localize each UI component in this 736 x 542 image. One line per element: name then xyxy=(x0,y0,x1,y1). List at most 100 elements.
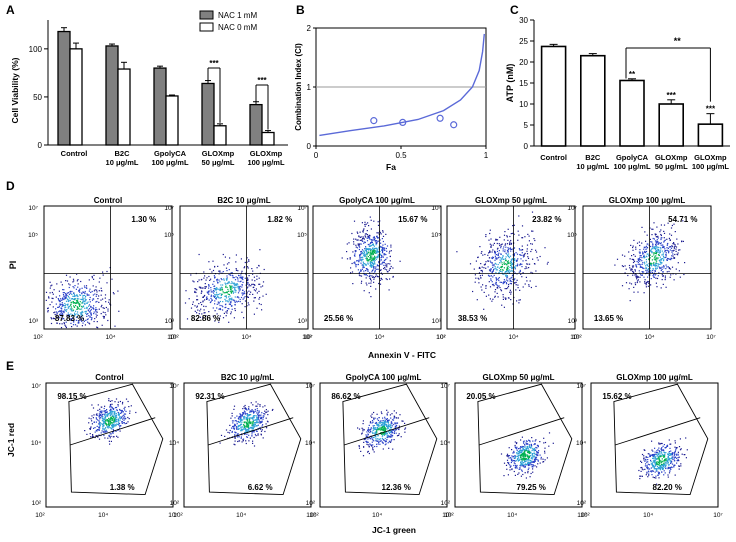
event-dot-d xyxy=(355,244,357,246)
event-dot-e xyxy=(248,423,250,425)
event-dot-e xyxy=(95,435,97,437)
event-dot-d xyxy=(364,241,366,244)
event-dot-d xyxy=(373,239,375,241)
event-dot-e xyxy=(508,462,510,464)
event-dot-d xyxy=(50,285,52,287)
event-dot-d xyxy=(370,219,372,221)
event-dot-e xyxy=(252,420,254,422)
event-dot-e xyxy=(674,464,676,466)
event-dot-d xyxy=(82,318,84,320)
event-dot-d xyxy=(528,267,530,269)
event-dot-d xyxy=(248,275,250,277)
event-dot-d xyxy=(515,252,517,254)
event-dot-e xyxy=(664,464,666,466)
event-dot-e xyxy=(255,405,257,407)
event-dot-d xyxy=(242,298,244,300)
event-dot-d xyxy=(73,302,76,304)
event-dot-d xyxy=(379,254,381,256)
event-dot-d xyxy=(82,291,84,294)
event-dot-e xyxy=(532,471,534,473)
event-dot-d xyxy=(657,235,659,237)
event-dot-d xyxy=(65,321,67,323)
event-dot-e xyxy=(114,407,117,409)
event-dot-d xyxy=(646,281,648,283)
event-dot-d xyxy=(239,285,241,287)
event-dot-d xyxy=(358,248,360,251)
event-dot-e xyxy=(656,469,658,471)
gate-polygon-e xyxy=(477,383,573,496)
event-dot-e xyxy=(378,421,380,424)
event-dot-d xyxy=(369,245,371,247)
event-dot-d xyxy=(223,292,225,294)
event-dot-d xyxy=(630,283,633,285)
event-dot-d xyxy=(503,267,505,269)
event-dot-d xyxy=(220,278,222,280)
event-dot-e xyxy=(247,431,249,433)
event-dot-d xyxy=(519,271,521,273)
event-dot-e xyxy=(534,457,536,459)
event-dot-e xyxy=(89,428,91,430)
event-dot-d xyxy=(659,256,661,258)
event-dot-d xyxy=(513,253,515,255)
event-dot-e xyxy=(525,460,527,462)
event-dot-d xyxy=(255,288,257,290)
event-dot-e xyxy=(113,422,115,424)
event-dot-e xyxy=(534,447,536,450)
event-dot-e xyxy=(382,439,385,441)
event-dot-d xyxy=(639,251,641,253)
event-dot-e xyxy=(108,412,110,415)
event-dot-e xyxy=(379,422,381,424)
event-dot-d xyxy=(666,244,668,246)
event-dot-d xyxy=(87,321,89,323)
event-dot-e xyxy=(665,463,667,465)
event-dot-e xyxy=(652,470,654,472)
event-dot-d xyxy=(234,279,237,281)
axis-tick-e: 10⁴ xyxy=(576,440,586,447)
event-dot-e xyxy=(543,442,545,444)
event-dot-e xyxy=(247,425,249,427)
event-dot-d xyxy=(496,257,498,259)
event-dot-e xyxy=(667,467,669,469)
event-dot-d xyxy=(510,261,513,263)
event-dot-d xyxy=(651,255,653,257)
event-dot-d xyxy=(483,264,485,266)
event-dot-e xyxy=(236,428,238,430)
event-dot-e xyxy=(254,408,256,411)
event-dot-d xyxy=(637,279,639,281)
event-dot-d xyxy=(351,232,353,235)
event-dot-e xyxy=(508,447,510,449)
event-dot-d xyxy=(651,259,653,261)
event-dot-e xyxy=(258,410,260,412)
event-dot-e xyxy=(112,432,114,434)
event-dot-e xyxy=(528,439,530,441)
event-dot-e xyxy=(89,433,91,435)
event-dot-d xyxy=(492,257,495,259)
event-dot-e xyxy=(255,410,257,412)
event-dot-d xyxy=(678,249,680,251)
event-dot-d xyxy=(489,269,491,271)
event-dot-d xyxy=(665,264,667,266)
event-dot-e xyxy=(674,451,676,453)
event-dot-d xyxy=(376,255,378,258)
event-dot-d xyxy=(76,302,78,304)
event-dot-e xyxy=(641,466,643,469)
event-dot-d xyxy=(231,297,233,299)
event-dot-e xyxy=(247,420,249,422)
event-dot-d xyxy=(489,275,491,277)
event-dot-d xyxy=(64,302,66,305)
event-dot-e xyxy=(255,401,257,403)
event-dot-d xyxy=(666,243,669,245)
event-dot-d xyxy=(377,276,379,278)
event-dot-e xyxy=(361,433,363,435)
event-dot-e xyxy=(520,446,522,448)
flow-title-e: Control xyxy=(95,373,123,382)
event-dot-d xyxy=(217,294,219,296)
event-dot-d xyxy=(213,292,215,294)
event-dot-e xyxy=(387,411,389,413)
event-dot-e xyxy=(389,435,391,437)
event-dot-d xyxy=(224,295,226,297)
event-dot-d xyxy=(673,247,675,249)
event-dot-e xyxy=(241,430,243,432)
event-dot-d xyxy=(653,248,655,250)
event-dot-d xyxy=(226,277,228,279)
